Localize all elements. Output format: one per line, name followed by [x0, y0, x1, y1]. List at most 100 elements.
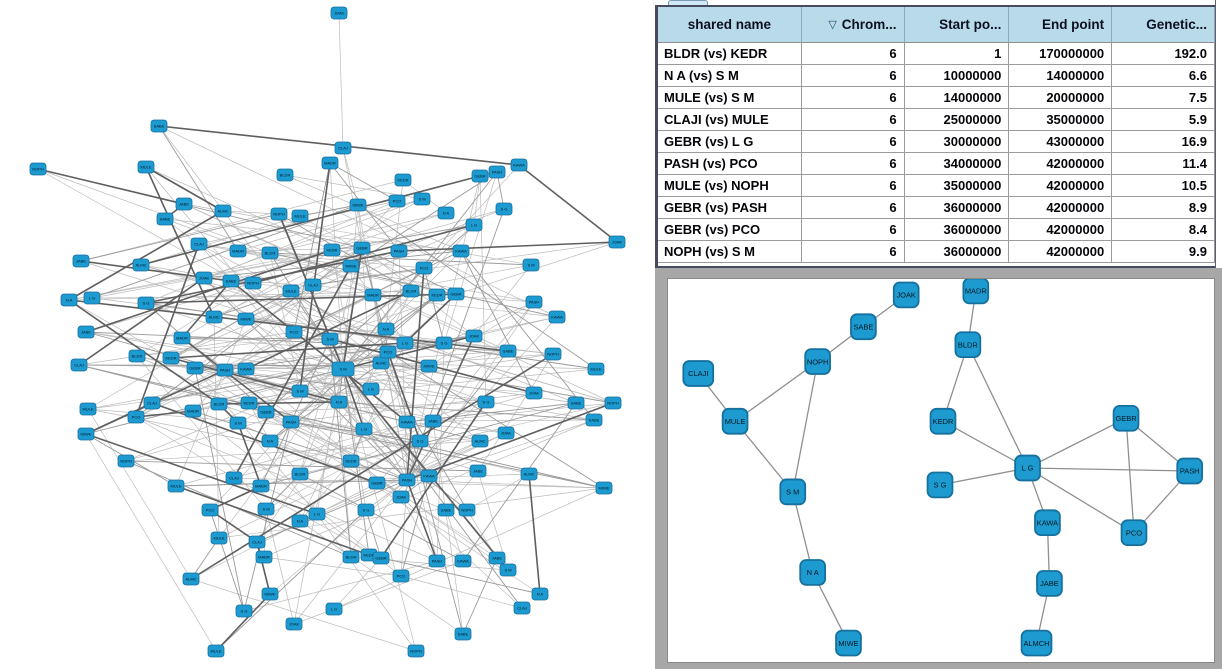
- overview-node-37[interactable]: S G: [137, 296, 155, 310]
- overview-node-119[interactable]: MADR: [255, 550, 273, 564]
- table-row[interactable]: GEBR (vs) PCO 6 36000000 42000000 8.4: [658, 219, 1215, 241]
- overview-node-53[interactable]: S M: [321, 332, 339, 346]
- overview-node-17[interactable]: L G: [465, 218, 483, 232]
- overview-node-82[interactable]: BLDR: [210, 397, 228, 411]
- overview-node-45[interactable]: KEDR: [428, 288, 446, 302]
- overview-node-101[interactable]: BLDR: [291, 467, 309, 481]
- overview-node-131[interactable]: L G: [325, 602, 343, 616]
- overview-node-77[interactable]: SABE: [567, 396, 585, 410]
- overview-node-8[interactable]: GEBR: [471, 169, 489, 183]
- subnetwork-node-l-g[interactable]: L G: [1014, 454, 1041, 482]
- overview-node-44[interactable]: BLDR: [402, 284, 420, 298]
- column-header-end-point[interactable]: End point: [1009, 7, 1113, 43]
- overview-node-0[interactable]: JOAK: [330, 6, 348, 20]
- overview-node-128[interactable]: PCO: [392, 569, 410, 583]
- overview-node-25[interactable]: BLDR: [261, 246, 279, 260]
- overview-node-116[interactable]: NOPH: [458, 503, 476, 517]
- overview-node-6[interactable]: BLDR: [276, 168, 294, 182]
- overview-node-63[interactable]: BLDR: [128, 349, 146, 363]
- overview-node-71[interactable]: PCO: [379, 345, 397, 359]
- overview-node-14[interactable]: PCO: [388, 194, 406, 208]
- subnetwork-node-miwe[interactable]: MIWE: [835, 629, 862, 657]
- overview-node-93[interactable]: L G: [355, 422, 373, 436]
- overview-node-98[interactable]: MULE: [167, 479, 185, 493]
- overview-node-66[interactable]: PASH: [216, 363, 234, 377]
- overview-node-81[interactable]: MADR: [184, 404, 202, 418]
- overview-node-50[interactable]: ALMC: [205, 310, 223, 324]
- overview-node-22[interactable]: MULE: [291, 209, 309, 223]
- overview-node-112[interactable]: L G: [308, 507, 326, 521]
- overview-node-28[interactable]: PASH: [390, 244, 408, 258]
- overview-node-99[interactable]: CLAJ: [225, 471, 243, 485]
- overview-node-55[interactable]: L G: [396, 336, 414, 350]
- overview-node-21[interactable]: NOPH: [270, 207, 288, 221]
- subnetwork-node-pco[interactable]: PCO: [1120, 519, 1148, 547]
- overview-node-114[interactable]: JOAK: [392, 490, 410, 504]
- subnetwork-node-mule[interactable]: MULE: [721, 407, 749, 435]
- overview-node-18[interactable]: S G: [495, 202, 513, 216]
- table-row[interactable]: GEBR (vs) L G 6 30000000 43000000 16.9: [658, 131, 1215, 153]
- table-row[interactable]: CLAJI (vs) MULE 6 25000000 35000000 5.9: [658, 109, 1215, 131]
- overview-node-95[interactable]: JOAK: [497, 426, 515, 440]
- table-row[interactable]: MULE (vs) NOPH 6 35000000 42000000 10.5: [658, 175, 1215, 197]
- subnetwork-node-jabe[interactable]: JABE: [1036, 570, 1063, 597]
- overview-node-104[interactable]: PASH: [398, 473, 416, 487]
- table-row[interactable]: PASH (vs) PCO 6 34000000 42000000 11.4: [658, 153, 1215, 175]
- subnetwork-canvas[interactable]: JOAK MADR SABE BLDR NOPH CLAJI MULE KEDR GEBR L G…: [668, 279, 1214, 662]
- overview-node-134[interactable]: SABE: [454, 627, 472, 641]
- overview-node-11[interactable]: JABE: [175, 197, 193, 211]
- overview-node-86[interactable]: KAWA: [398, 415, 416, 429]
- overview-node-106[interactable]: JABE: [469, 464, 487, 478]
- overview-node-32[interactable]: MIWE: [342, 259, 360, 273]
- overview-node-107[interactable]: ALMC: [520, 467, 538, 481]
- subnetwork-node-gebr[interactable]: GEBR: [1112, 404, 1140, 432]
- overview-node-113[interactable]: S G: [357, 503, 375, 517]
- overview-node-135[interactable]: NOPH: [407, 644, 425, 658]
- subnetwork-node-pash[interactable]: PASH: [1176, 457, 1204, 485]
- overview-node-2[interactable]: NOPH: [29, 162, 47, 176]
- overview-node-80[interactable]: CLAJ: [143, 396, 161, 410]
- overview-node-47[interactable]: PASH: [525, 295, 543, 309]
- overview-node-40[interactable]: NOPH: [244, 276, 262, 290]
- overview-node-27[interactable]: GEBR: [353, 241, 371, 255]
- overview-node-12[interactable]: ALMC: [214, 204, 232, 218]
- overview-node-91[interactable]: S M: [229, 416, 247, 430]
- overview-node-1[interactable]: SABE: [150, 119, 168, 133]
- subnetwork-node-s-m[interactable]: S M: [779, 478, 807, 506]
- overview-node-89[interactable]: MIWE: [77, 427, 95, 441]
- subnetwork-node-madr[interactable]: MADR: [962, 279, 990, 305]
- overview-node-59[interactable]: NOPH: [544, 347, 562, 361]
- overview-node-109[interactable]: PCO: [201, 503, 219, 517]
- subnetwork-node-noph[interactable]: NOPH: [804, 348, 831, 375]
- overview-node-111[interactable]: N A: [291, 514, 309, 528]
- table-row[interactable]: NOPH (vs) S M 6 36000000 42000000 9.9: [658, 241, 1215, 263]
- subnetwork-node-almch[interactable]: ALMCH: [1020, 629, 1053, 657]
- overview-node-120[interactable]: BLDR: [342, 550, 360, 564]
- overview-node-16[interactable]: N A: [437, 206, 455, 220]
- overview-node-76[interactable]: JOAK: [525, 386, 543, 400]
- table-row[interactable]: BLDR (vs) KEDR 6 1 170000000 192.0: [658, 43, 1215, 65]
- overview-node-70[interactable]: MIWE: [420, 359, 438, 373]
- overview-node-42[interactable]: CLAJ: [304, 278, 322, 292]
- overview-node-4[interactable]: CLAJ: [334, 141, 352, 155]
- overview-node-78[interactable]: NOPH: [604, 396, 622, 410]
- overview-node-33[interactable]: PCO: [415, 261, 433, 275]
- overview-node-19[interactable]: JOAK: [608, 235, 626, 249]
- column-header-start-po[interactable]: Start po...: [904, 7, 1010, 43]
- overview-node-94[interactable]: S G: [411, 434, 429, 448]
- column-header-genetic[interactable]: Genetic...: [1112, 7, 1215, 43]
- overview-node-10[interactable]: KAWA: [510, 158, 528, 172]
- overview-node-136[interactable]: MULE: [207, 644, 225, 658]
- column-header-chrom[interactable]: ▽ Chrom...: [801, 7, 905, 43]
- subnetwork-node-claji[interactable]: CLAJI: [682, 360, 715, 387]
- overview-node-137[interactable]: CLAJ: [513, 601, 531, 615]
- overview-node-3[interactable]: MULE: [137, 160, 155, 174]
- overview-node-83[interactable]: KEDR: [240, 396, 258, 410]
- overview-node-85[interactable]: PASH: [282, 415, 300, 429]
- overview-node-73[interactable]: N A: [330, 395, 348, 409]
- overview-node-110[interactable]: S M: [257, 502, 275, 516]
- overview-node-52[interactable]: PCO: [285, 325, 303, 339]
- filter-icon[interactable]: ▽: [828, 19, 837, 31]
- overview-node-92[interactable]: N A: [261, 434, 279, 448]
- overview-node-48[interactable]: KAWA: [548, 310, 566, 324]
